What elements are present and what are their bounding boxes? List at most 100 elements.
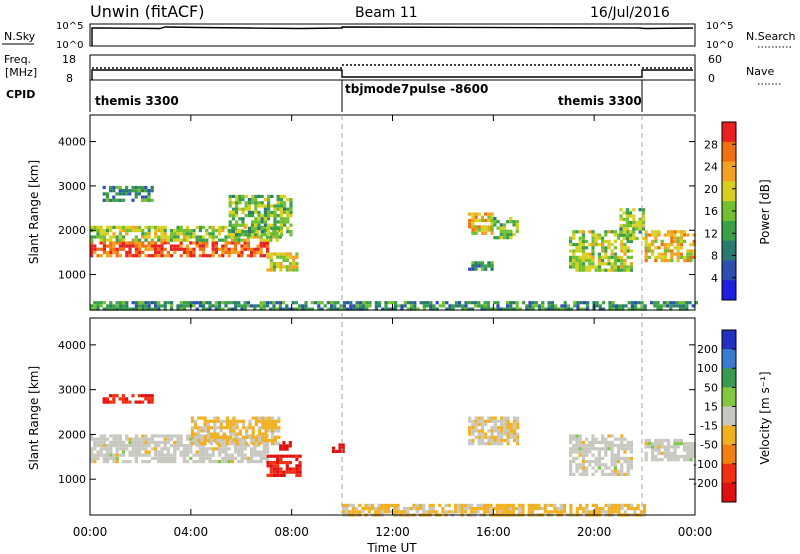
velocity-cell-1 [277,429,281,433]
power-cell-3 [279,268,283,272]
power-cell-2 [276,226,280,230]
velocity-cell-1 [264,416,268,420]
power-cell-11 [109,307,113,311]
power-cell-1 [131,238,135,242]
power-cell-6 [515,223,519,227]
power-cell-7 [474,264,478,268]
power-cell-11 [480,307,484,311]
power-cell-2 [263,214,267,218]
power-cell-1 [230,238,234,242]
velocity-cell-9 [422,503,426,507]
velocity-cell-0 [99,450,103,454]
power-cell-1 [173,232,177,236]
power-cell-11 [179,304,183,308]
velocity-cell-1 [206,422,210,427]
power-cell-8 [607,230,611,234]
power-cell-11 [362,304,366,308]
power-cell-0 [198,241,202,245]
power-cell-0 [138,250,142,255]
power-cell-0 [128,247,132,251]
power-colorbar-segment [722,240,736,261]
power-cell-11 [656,301,660,305]
power-cell-1 [198,229,202,233]
velocity-cell-1 [277,426,281,430]
power-cell-11 [602,301,606,305]
velocity-cell-6 [471,442,475,446]
velocity-cell-9 [361,507,365,511]
velocity-cell-2 [276,473,280,477]
velocity-cell-6 [512,422,517,427]
power-cell-11 [278,304,282,308]
velocity-cell-8 [673,458,677,462]
power-cell-11 [134,307,138,311]
power-cell-11 [378,301,382,305]
power-cell-11 [186,304,190,308]
velocity-cell-0 [189,444,193,448]
velocity-cell-9 [441,510,445,514]
power-cell-10 [679,255,683,259]
velocity-cell-3 [282,444,286,448]
velocity-cell-1 [203,419,207,423]
power-cell-0 [147,244,151,248]
velocity-cell-0 [163,434,167,438]
velocity-cell-7 [585,460,589,464]
power-cell-2 [283,204,287,208]
power-cell-11 [115,307,119,311]
velocity-cell-1 [270,442,274,446]
velocity-cell-1 [213,435,217,439]
velocity-cell-6 [474,435,478,439]
velocity-cell-6 [512,416,517,420]
velocity-cell-0 [166,440,170,444]
power-cell-11 [445,307,449,311]
velocity-cell-7 [585,447,589,451]
velocity-cell-1 [194,432,198,436]
power-cell-8 [597,265,601,269]
velocity-cell-8 [667,445,671,449]
power-cell-10 [660,239,664,243]
power-cell-2 [254,198,258,202]
power-cell-1 [275,238,279,242]
velocity-cell-1 [229,419,233,423]
velocity-cell-2 [288,454,293,458]
power-cell-1 [122,229,126,233]
power-cell-10 [686,252,690,256]
power-cell-8 [569,255,573,259]
velocity-cell-7 [617,469,621,473]
velocity-cell-9 [409,507,413,511]
velocity-cell-0 [109,450,113,454]
power-cell-11 [381,307,385,311]
velocity-cell-0 [106,444,110,448]
velocity-cell-2 [272,473,277,477]
velocity-cell-7 [585,437,589,441]
velocity-cell-7 [581,447,585,451]
velocity-cell-0 [176,437,180,441]
power-cell-11 [205,307,209,311]
velocity-cell-0 [202,450,206,454]
velocity-cell-0 [112,440,116,444]
power-cell-9 [625,220,629,225]
velocity-cell-9 [434,510,439,514]
velocity-cell-9 [505,503,509,507]
power-cell-11 [330,304,334,308]
velocity-cell-2 [276,461,280,465]
velocity-cell-6 [500,442,504,446]
velocity-cell-6 [468,416,472,420]
power-cell-11 [550,307,554,311]
power-cell-1 [138,229,142,233]
power-cell-4 [137,185,141,190]
power-y-tick-label: 1000 [58,269,86,282]
velocity-cell-8 [651,445,655,449]
power-cell-8 [591,233,595,237]
velocity-cell-2 [285,454,289,458]
velocity-cell-6 [471,422,475,427]
power-cell-10 [676,249,680,253]
power-cell-1 [141,229,145,233]
velocity-cell-7 [572,460,576,464]
velocity-cell-8 [644,454,648,459]
velocity-cell-6 [490,432,494,436]
power-cell-8 [578,230,582,234]
velocity-cell-9 [342,510,346,514]
power-cell-0 [141,244,145,248]
power-cell-2 [247,207,251,211]
velocity-cell-8 [686,445,690,449]
